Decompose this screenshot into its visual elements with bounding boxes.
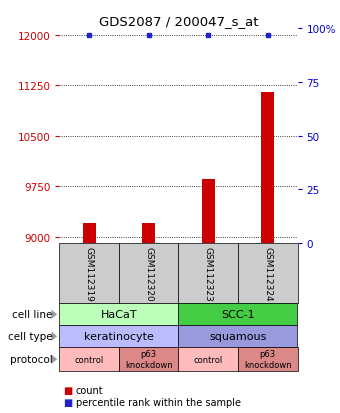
Text: GSM112323: GSM112323 xyxy=(204,246,213,301)
Bar xyxy=(202,180,215,244)
Title: GDS2087 / 200047_s_at: GDS2087 / 200047_s_at xyxy=(99,15,258,28)
Text: keratinocyte: keratinocyte xyxy=(84,331,154,342)
Text: percentile rank within the sample: percentile rank within the sample xyxy=(76,397,241,407)
Text: GSM112320: GSM112320 xyxy=(144,246,153,301)
Text: control: control xyxy=(193,355,223,364)
Bar xyxy=(261,93,274,244)
Text: control: control xyxy=(74,355,104,364)
Text: count: count xyxy=(76,385,103,395)
Text: cell type: cell type xyxy=(8,331,53,342)
Text: SCC-1: SCC-1 xyxy=(221,309,255,320)
Text: cell line: cell line xyxy=(12,309,53,320)
Text: p63
knockdown: p63 knockdown xyxy=(125,350,173,369)
Text: protocol: protocol xyxy=(10,354,53,364)
Text: ■: ■ xyxy=(63,397,72,407)
Bar xyxy=(83,223,96,244)
Text: HaCaT: HaCaT xyxy=(101,309,137,320)
Text: GSM112324: GSM112324 xyxy=(263,247,272,301)
Text: ■: ■ xyxy=(63,385,72,395)
Bar xyxy=(142,223,155,244)
Text: GSM112319: GSM112319 xyxy=(85,246,94,301)
Text: p63
knockdown: p63 knockdown xyxy=(244,350,292,369)
Text: squamous: squamous xyxy=(209,331,267,342)
